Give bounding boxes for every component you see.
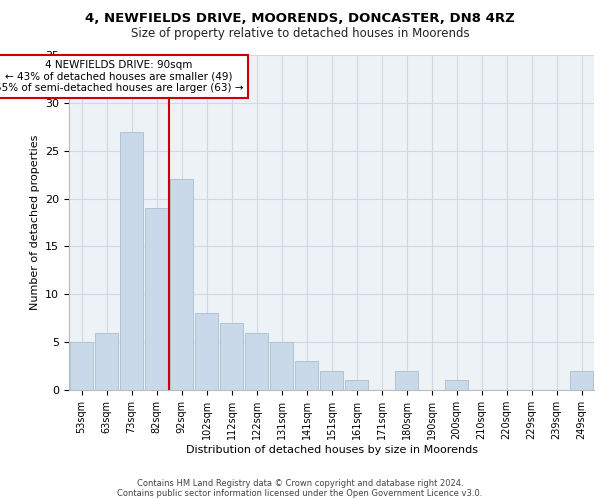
Bar <box>445 380 468 390</box>
Text: Contains public sector information licensed under the Open Government Licence v3: Contains public sector information licen… <box>118 488 482 498</box>
Bar <box>70 342 93 390</box>
Bar <box>170 180 193 390</box>
Bar <box>570 371 593 390</box>
Y-axis label: Number of detached properties: Number of detached properties <box>29 135 40 310</box>
Bar <box>320 371 343 390</box>
Text: Size of property relative to detached houses in Moorends: Size of property relative to detached ho… <box>131 28 469 40</box>
Bar <box>195 314 218 390</box>
Text: Contains HM Land Registry data © Crown copyright and database right 2024.: Contains HM Land Registry data © Crown c… <box>137 478 463 488</box>
Bar <box>245 332 268 390</box>
X-axis label: Distribution of detached houses by size in Moorends: Distribution of detached houses by size … <box>185 444 478 454</box>
Text: 4 NEWFIELDS DRIVE: 90sqm
← 43% of detached houses are smaller (49)
55% of semi-d: 4 NEWFIELDS DRIVE: 90sqm ← 43% of detach… <box>0 60 243 93</box>
Bar <box>295 362 318 390</box>
Bar <box>395 371 418 390</box>
Bar <box>220 323 243 390</box>
Bar <box>120 132 143 390</box>
Text: 4, NEWFIELDS DRIVE, MOORENDS, DONCASTER, DN8 4RZ: 4, NEWFIELDS DRIVE, MOORENDS, DONCASTER,… <box>85 12 515 26</box>
Bar <box>345 380 368 390</box>
Bar <box>95 332 118 390</box>
Bar <box>270 342 293 390</box>
Bar <box>145 208 168 390</box>
